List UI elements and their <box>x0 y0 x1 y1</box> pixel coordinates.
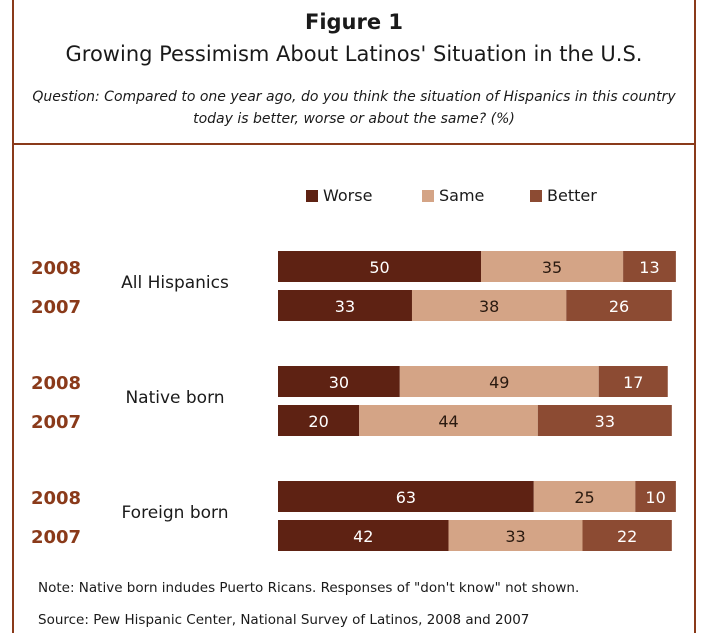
year-label-all-hispanics-2007: 2007 <box>31 297 81 318</box>
year-label-all-hispanics-2008: 2008 <box>31 258 81 279</box>
data-label-foreign-born-2007-same: 33 <box>505 527 525 546</box>
bar-native-born-2007-worse <box>278 405 360 436</box>
year-label-native-born-2007: 2007 <box>31 412 81 433</box>
data-label-native-born-2008-worse: 30 <box>329 373 349 392</box>
bar-native-born-2007-same <box>359 405 538 436</box>
bar-all-hispanics-2008-same <box>481 251 624 282</box>
bar-foreign-born-2007-same <box>448 520 583 551</box>
data-label-all-hispanics-2008-same: 35 <box>542 258 562 277</box>
bar-foreign-born-2007-better <box>582 520 672 551</box>
data-label-native-born-2007-worse: 20 <box>308 412 328 431</box>
data-label-foreign-born-2008-same: 25 <box>574 488 594 507</box>
bar-foreign-born-2007-worse <box>278 520 449 551</box>
chart-source: Source: Pew Hispanic Center, National Su… <box>38 612 530 628</box>
bar-foreign-born-2008-same <box>533 481 636 512</box>
data-label-all-hispanics-2008-worse: 50 <box>369 258 389 277</box>
bar-all-hispanics-2007-same <box>411 290 567 321</box>
data-label-native-born-2008-better: 17 <box>623 373 643 392</box>
year-label-foreign-born-2007: 2007 <box>31 527 81 548</box>
figure-header: Figure 1 Growing Pessimism About Latinos… <box>12 0 696 145</box>
legend-label-worse: Worse <box>323 186 372 205</box>
year-label-native-born-2008: 2008 <box>31 373 81 394</box>
data-label-all-hispanics-2008-better: 13 <box>639 258 659 277</box>
chart-title: Growing Pessimism About Latinos' Situati… <box>65 42 643 66</box>
bar-all-hispanics-2008-better <box>623 251 676 282</box>
data-label-foreign-born-2007-better: 22 <box>617 527 637 546</box>
data-label-all-hispanics-2007-worse: 33 <box>335 297 355 316</box>
bar-foreign-born-2008-worse <box>278 481 534 512</box>
bar-all-hispanics-2007-better <box>566 290 672 321</box>
group-label-native-born: Native born <box>125 388 224 408</box>
chart-note: Note: Native born indudes Puerto Ricans.… <box>38 580 580 596</box>
bar-all-hispanics-2007-worse <box>278 290 412 321</box>
bar-native-born-2008-worse <box>278 366 400 397</box>
figure-frame <box>12 0 696 633</box>
data-label-native-born-2007-better: 33 <box>595 412 615 431</box>
group-label-all-hispanics: All Hispanics <box>121 273 229 293</box>
data-label-native-born-2007-same: 44 <box>438 412 458 431</box>
data-label-foreign-born-2008-better: 10 <box>645 488 665 507</box>
data-label-all-hispanics-2007-better: 26 <box>609 297 629 316</box>
bar-native-born-2008-better <box>598 366 668 397</box>
legend-swatch-worse <box>306 190 318 202</box>
bar-native-born-2007-better <box>537 405 672 436</box>
legend-swatch-same <box>422 190 434 202</box>
bar-native-born-2008-same <box>399 366 599 397</box>
legend-swatch-better <box>530 190 542 202</box>
data-label-foreign-born-2007-worse: 42 <box>353 527 373 546</box>
chart-question: Question: Compared to one year ago, do y… <box>32 89 676 127</box>
data-label-foreign-born-2008-worse: 63 <box>396 488 416 507</box>
legend-label-same: Same <box>439 186 484 205</box>
group-label-foreign-born: Foreign born <box>122 503 229 523</box>
legend-label-better: Better <box>547 186 597 205</box>
data-label-all-hispanics-2007-same: 38 <box>479 297 499 316</box>
figure-label: Figure 1 <box>304 10 404 34</box>
data-label-native-born-2008-same: 49 <box>489 373 509 392</box>
bar-foreign-born-2008-better <box>635 481 676 512</box>
year-label-foreign-born-2008: 2008 <box>31 488 81 509</box>
bar-all-hispanics-2008-worse <box>278 251 481 282</box>
